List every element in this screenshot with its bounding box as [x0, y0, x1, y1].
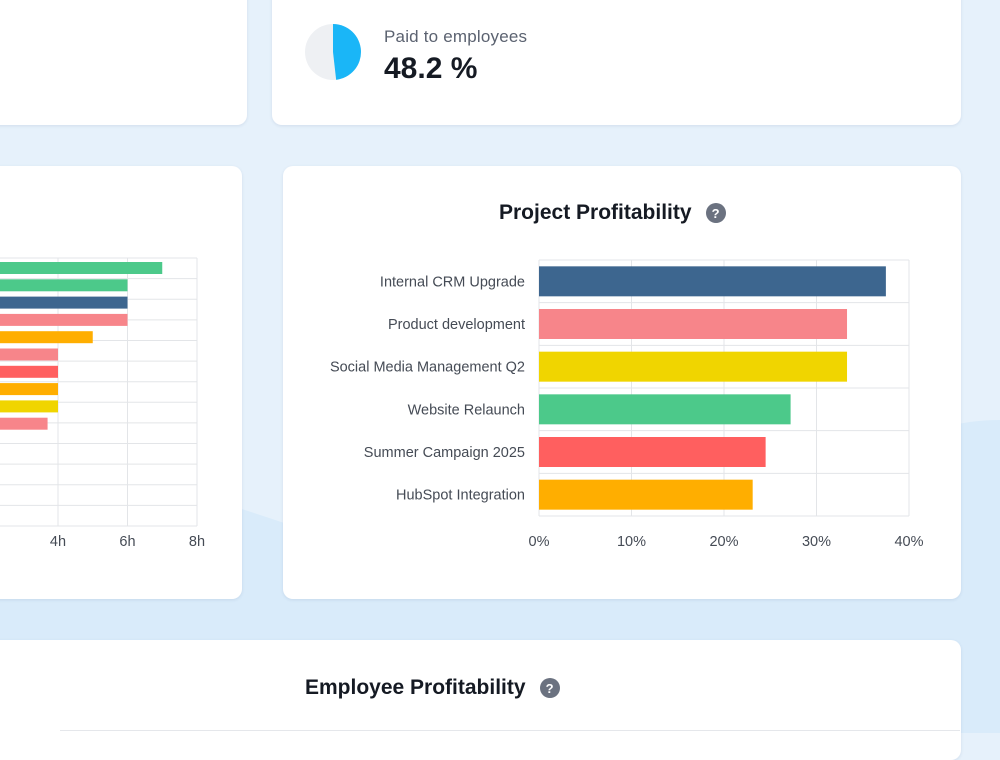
grid — [538, 259, 910, 517]
bar[interactable] — [539, 309, 848, 339]
x-tick-label: 4h — [50, 534, 66, 550]
pie-slice — [333, 24, 361, 80]
bar[interactable] — [0, 400, 58, 413]
bar[interactable] — [539, 394, 791, 425]
x-tick-label: 20% — [709, 534, 738, 550]
bar[interactable] — [539, 437, 766, 467]
bar[interactable] — [0, 331, 93, 344]
x-tick-label: 8h — [189, 534, 205, 550]
category-label: Summer Campaign 2025 — [364, 445, 525, 461]
employee-chart-divider — [60, 730, 960, 731]
x-tick-label: 0% — [529, 534, 550, 550]
hours-chart-card: 4h 6h 8h — [0, 166, 242, 599]
bar[interactable] — [539, 351, 848, 382]
bar[interactable] — [539, 479, 753, 510]
project-bar-chart: Internal CRM Upgrade Product development S… — [330, 259, 924, 550]
x-tick-label: 40% — [894, 534, 923, 550]
bar[interactable] — [0, 348, 58, 361]
project-profitability-title: Project Profitability ? — [499, 201, 726, 225]
summary-card-left — [0, 0, 247, 125]
bar[interactable] — [0, 279, 128, 292]
employee-title-text: Employee Profitability — [305, 676, 526, 699]
project-profitability-card: Project Profitability ? Internal CRM Upg… — [283, 166, 961, 599]
category-label: HubSpot Integration — [396, 488, 525, 504]
employee-profitability-title: Employee Profitability ? — [305, 676, 560, 700]
x-tick-label: 30% — [802, 534, 831, 550]
x-tick-label: 6h — [119, 534, 135, 550]
bar[interactable] — [0, 296, 128, 309]
bar[interactable] — [0, 262, 163, 274]
bar[interactable] — [0, 383, 58, 396]
help-icon[interactable]: ? — [705, 203, 726, 223]
kpi-label: Paid to employees — [384, 27, 528, 46]
hours-bar-chart: 4h 6h 8h — [0, 257, 205, 550]
help-icon[interactable]: ? — [539, 678, 560, 698]
x-tick-label: 10% — [617, 534, 646, 550]
bar[interactable] — [539, 266, 886, 297]
kpi-value: 48.2 % — [384, 52, 478, 85]
bar[interactable] — [0, 365, 58, 378]
paid-to-employees-card: Paid to employees 48.2 % — [272, 0, 961, 125]
bar[interactable] — [0, 313, 128, 326]
paid-pie-chart — [305, 24, 361, 80]
category-label: Internal CRM Upgrade — [380, 274, 525, 290]
category-label: Product development — [388, 317, 525, 333]
employee-profitability-card: Employee Profitability ? — [0, 640, 961, 760]
category-label: Website Relaunch — [408, 402, 525, 418]
category-label: Social Media Management Q2 — [330, 360, 525, 376]
project-title-text: Project Profitability — [499, 201, 692, 224]
bar[interactable] — [0, 417, 48, 430]
